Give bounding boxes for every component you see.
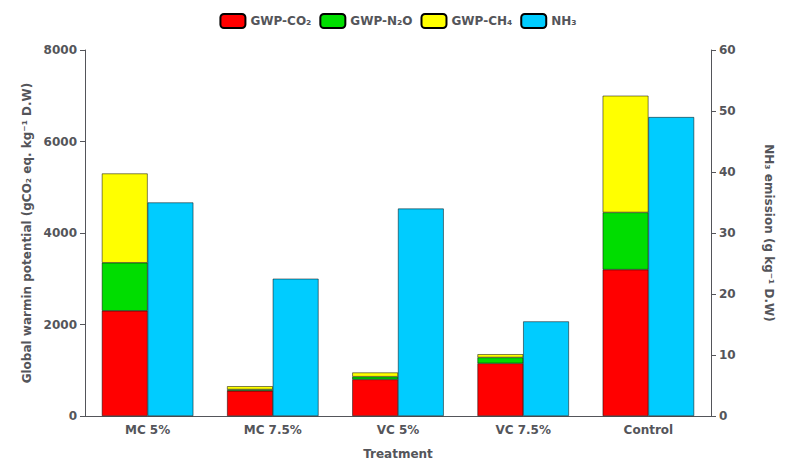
svg-text:2000: 2000 bbox=[44, 318, 77, 332]
svg-text:VC 7.5%: VC 7.5% bbox=[495, 423, 551, 437]
svg-text:0: 0 bbox=[719, 409, 727, 423]
svg-text:20: 20 bbox=[719, 287, 736, 301]
svg-text:GWP-N₂O: GWP-N₂O bbox=[350, 14, 412, 28]
svg-text:Control: Control bbox=[624, 423, 674, 437]
svg-text:10: 10 bbox=[719, 348, 736, 362]
svg-text:VC 5%: VC 5% bbox=[377, 423, 420, 437]
svg-text:50: 50 bbox=[719, 104, 736, 118]
svg-text:6000: 6000 bbox=[44, 135, 77, 149]
svg-text:GWP-CH₄: GWP-CH₄ bbox=[451, 14, 512, 28]
svg-text:NH₃: NH₃ bbox=[551, 14, 576, 28]
svg-text:0: 0 bbox=[69, 409, 77, 423]
svg-text:NH₃ emission (g kg⁻¹ D.W): NH₃ emission (g kg⁻¹ D.W) bbox=[762, 144, 776, 321]
svg-text:40: 40 bbox=[719, 165, 736, 179]
svg-text:MC 7.5%: MC 7.5% bbox=[244, 423, 302, 437]
svg-text:4000: 4000 bbox=[44, 226, 77, 240]
svg-text:Treatment: Treatment bbox=[363, 447, 433, 461]
svg-text:Global warmin potential (gCO₂: Global warmin potential (gCO₂ eq. kg⁻¹ D… bbox=[20, 83, 34, 384]
svg-text:8000: 8000 bbox=[44, 43, 77, 57]
svg-text:MC 5%: MC 5% bbox=[125, 423, 170, 437]
svg-text:30: 30 bbox=[719, 226, 736, 240]
svg-text:60: 60 bbox=[719, 43, 736, 57]
svg-text:GWP-CO₂: GWP-CO₂ bbox=[250, 14, 311, 28]
